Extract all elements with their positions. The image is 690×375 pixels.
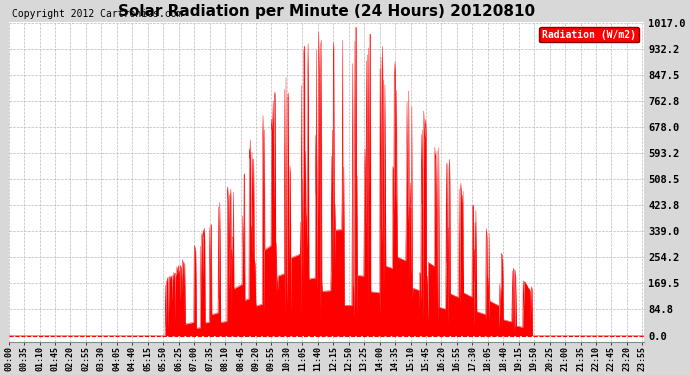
Text: Copyright 2012 Cartronics.com: Copyright 2012 Cartronics.com xyxy=(12,9,182,18)
Legend: Radiation (W/m2): Radiation (W/m2) xyxy=(540,27,640,42)
Title: Solar Radiation per Minute (24 Hours) 20120810: Solar Radiation per Minute (24 Hours) 20… xyxy=(118,4,535,19)
